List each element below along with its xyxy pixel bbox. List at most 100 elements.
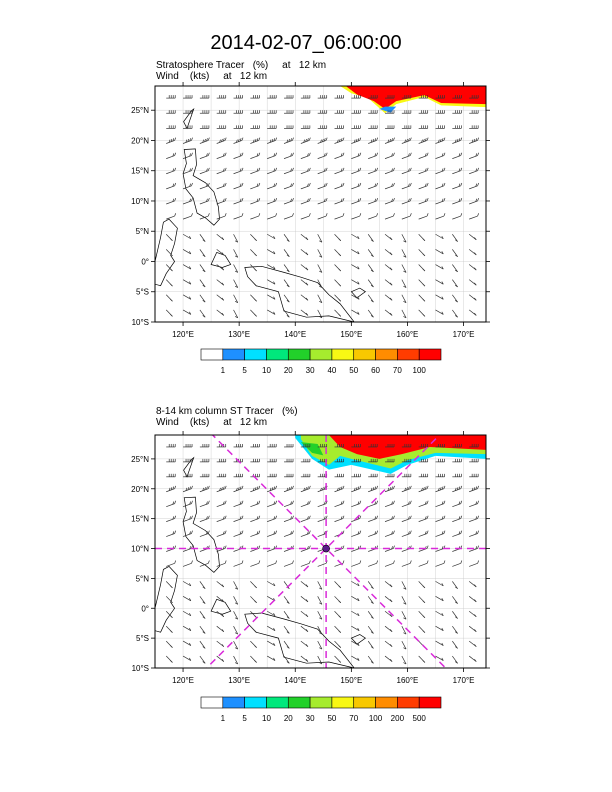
wind-barb-flag bbox=[454, 661, 458, 664]
wind-barb-flag bbox=[273, 546, 276, 550]
wind-barb bbox=[368, 488, 377, 493]
wind-barb bbox=[452, 185, 461, 190]
wind-barb bbox=[317, 279, 323, 288]
wind-barb-flag bbox=[206, 183, 208, 187]
top-map-frame bbox=[154, 85, 487, 323]
wind-barb-flag bbox=[292, 152, 294, 156]
wind-barb bbox=[267, 170, 276, 175]
wind-barb-flag bbox=[256, 183, 259, 187]
wind-barb-flag bbox=[221, 629, 225, 632]
wind-barb bbox=[418, 563, 428, 567]
wind-barb-flag bbox=[391, 531, 393, 535]
wind-barb-flag bbox=[308, 530, 311, 534]
wind-barb bbox=[401, 264, 407, 273]
wind-barb-flag bbox=[202, 284, 206, 288]
wind-barb-flag bbox=[423, 487, 425, 491]
wind-barb bbox=[300, 581, 309, 588]
wind-barb bbox=[317, 533, 327, 537]
wind-barb bbox=[401, 596, 407, 605]
wind-barb-flag bbox=[222, 198, 225, 202]
borneo-coastline bbox=[155, 565, 178, 633]
y-tick-label: 5°N bbox=[136, 227, 150, 236]
wind-barb-flag bbox=[325, 197, 328, 202]
wind-barb bbox=[300, 309, 309, 316]
wind-barb bbox=[233, 518, 243, 522]
wind-barb bbox=[367, 655, 374, 664]
wind-barb-flag bbox=[290, 501, 292, 505]
wind-barb-flag bbox=[273, 486, 276, 490]
wind-barb bbox=[283, 488, 293, 493]
wind-barb-flag bbox=[256, 531, 259, 535]
wind-barb-flag bbox=[206, 138, 208, 142]
wind-barb bbox=[435, 309, 444, 315]
wind-barb-flag bbox=[174, 500, 177, 504]
wind-barb-flag bbox=[208, 485, 210, 489]
wind-barb bbox=[351, 309, 360, 315]
wind-barb-flag bbox=[422, 238, 426, 241]
wind-barb-flag bbox=[308, 515, 311, 519]
wind-barb-flag bbox=[323, 531, 326, 535]
wind-barb-flag bbox=[441, 281, 444, 285]
wind-barb-flag bbox=[424, 153, 427, 157]
wind-barb bbox=[182, 233, 192, 240]
wind-barb-flag bbox=[221, 282, 225, 286]
colorbar-swatch bbox=[418, 696, 442, 709]
wind-barb-flag bbox=[454, 300, 458, 303]
wind-barb-flag bbox=[426, 500, 429, 504]
wind-barb-flag bbox=[308, 167, 311, 171]
wind-barb-flag bbox=[256, 516, 259, 520]
wind-barb-flag bbox=[204, 487, 206, 491]
y-tick-label: 10°S bbox=[132, 318, 149, 327]
wind-barb-flag bbox=[208, 152, 210, 156]
storm-track-diagonal-1 bbox=[211, 435, 447, 668]
wind-barb-flag bbox=[292, 560, 294, 564]
wind-barb bbox=[452, 234, 458, 242]
wind-barb bbox=[401, 503, 411, 508]
wind-barb bbox=[233, 581, 239, 590]
wind-barb bbox=[182, 488, 192, 493]
wind-barb-flag bbox=[170, 268, 173, 272]
bottom-wind-barbs bbox=[165, 443, 479, 665]
wind-barb-flag bbox=[393, 485, 395, 489]
wind-barb bbox=[233, 215, 243, 220]
wind-barb-flag bbox=[191, 560, 193, 564]
wind-barb-flag bbox=[189, 546, 191, 550]
wind-barb-flag bbox=[391, 183, 393, 187]
y-tick-label: 10°N bbox=[131, 545, 149, 554]
wind-barb bbox=[367, 279, 374, 288]
wind-barb bbox=[199, 611, 206, 619]
wind-barb bbox=[300, 215, 310, 220]
wind-barb-flag bbox=[370, 586, 374, 589]
wind-barb bbox=[317, 611, 323, 620]
wind-barb-flag bbox=[307, 531, 309, 535]
wind-barb-flag bbox=[258, 182, 261, 186]
wind-barb bbox=[182, 581, 192, 587]
wind-barb-flag bbox=[256, 486, 259, 490]
wind-barb bbox=[435, 200, 445, 205]
wind-barb bbox=[267, 200, 276, 205]
wind-barb-flag bbox=[393, 152, 395, 156]
x-tick-label: 130°E bbox=[228, 330, 250, 339]
wind-barb-flag bbox=[374, 531, 377, 535]
wind-barb bbox=[351, 264, 360, 270]
wind-barb bbox=[283, 581, 290, 589]
wind-barb-flag bbox=[475, 198, 478, 202]
wind-barb bbox=[351, 625, 360, 631]
wind-barb-flag bbox=[256, 138, 259, 142]
wind-barb bbox=[469, 548, 478, 552]
wind-barb bbox=[384, 518, 394, 522]
wind-barb bbox=[317, 294, 323, 303]
wind-barb-flag bbox=[408, 153, 410, 157]
x-tick-label: 150°E bbox=[340, 676, 362, 685]
wind-barb bbox=[267, 488, 276, 493]
wind-barb bbox=[250, 563, 259, 567]
wind-barb bbox=[300, 488, 310, 493]
wind-barb-flag bbox=[475, 546, 478, 550]
wind-barb bbox=[182, 200, 192, 205]
wind-barb bbox=[351, 548, 360, 552]
wind-barb-flag bbox=[477, 137, 479, 141]
colorbar-swatch bbox=[353, 696, 376, 709]
wind-barb-flag bbox=[292, 500, 294, 504]
wind-barb-flag bbox=[191, 500, 193, 504]
wind-barb-flag bbox=[355, 487, 358, 491]
